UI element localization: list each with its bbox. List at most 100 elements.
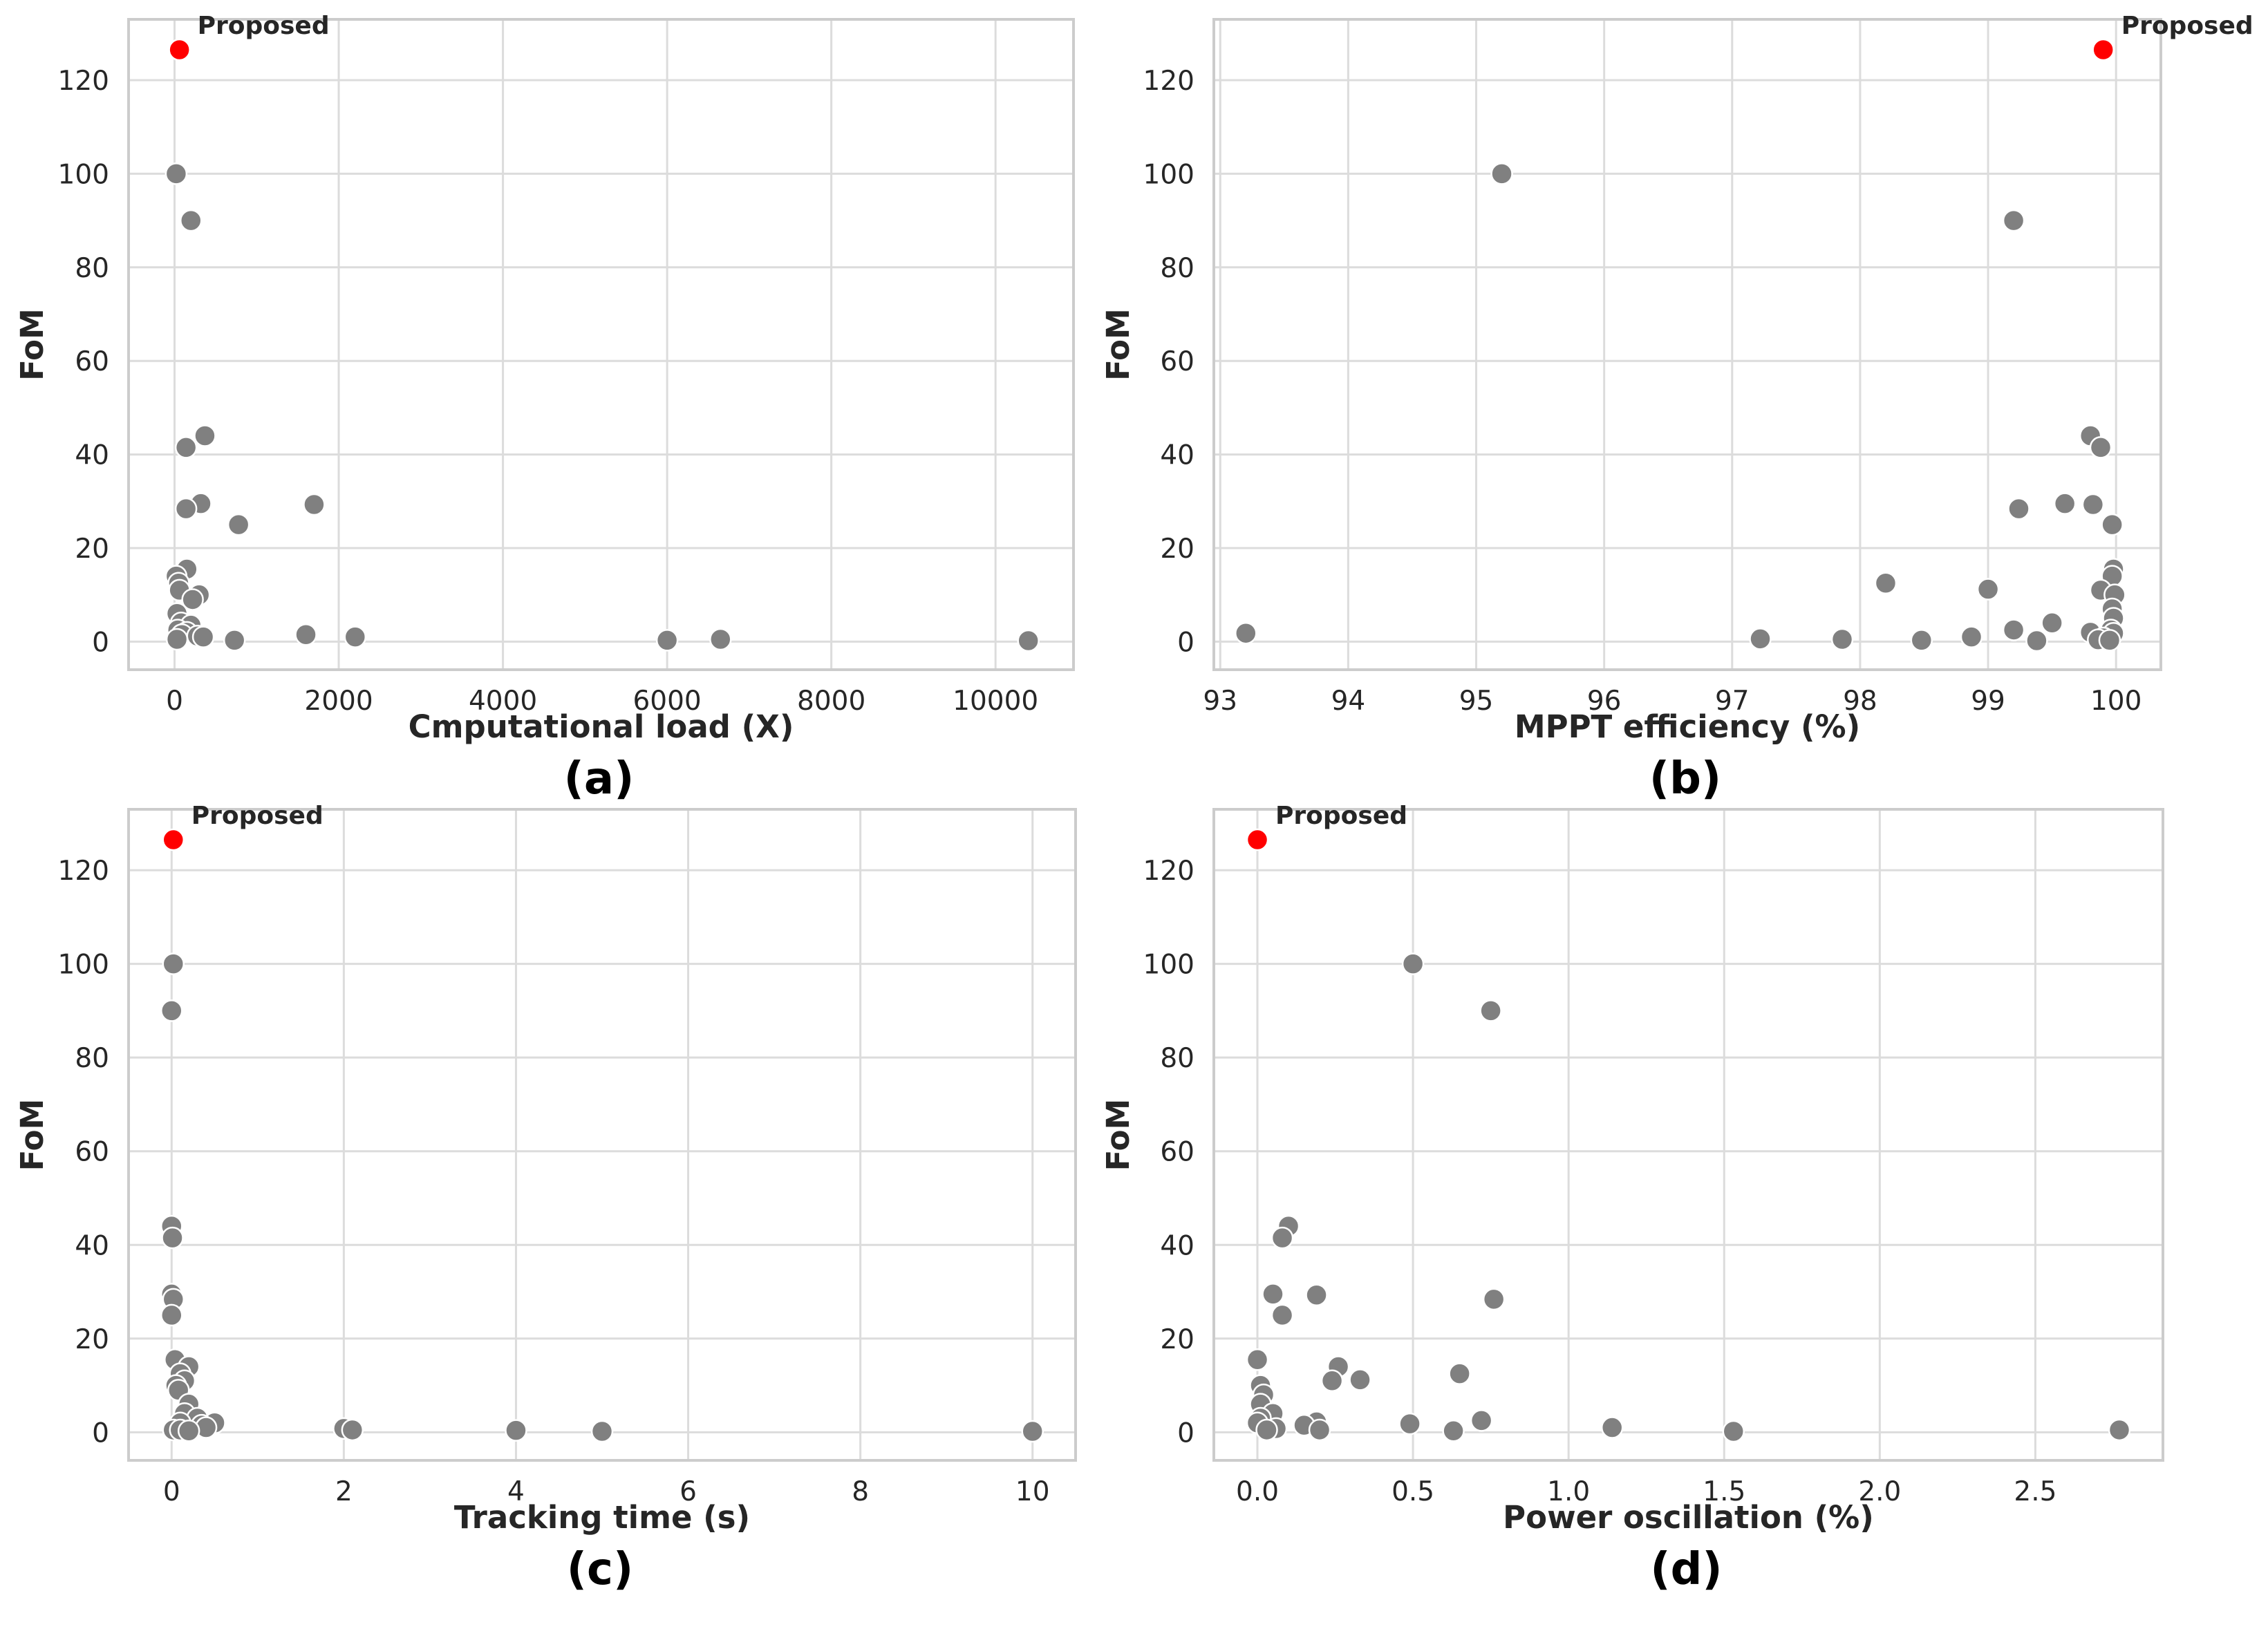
x-tick-label: 2.5	[2014, 1476, 2056, 1507]
x-tick-label: 93	[1203, 686, 1237, 717]
data-point	[1490, 162, 1513, 185]
data-point	[303, 493, 326, 516]
data-point	[1021, 1420, 1044, 1443]
y-tick-label: 20	[1160, 534, 1194, 565]
y-axis-label: FoM	[1100, 308, 1136, 381]
proposed-annotation: Proposed	[198, 12, 330, 40]
y-tick-label: 60	[75, 1137, 109, 1168]
plot-area	[127, 808, 1077, 1462]
plot-area	[1212, 808, 2164, 1462]
x-tick-label: 2000	[304, 686, 373, 717]
panel-label: (c)	[567, 1544, 633, 1595]
data-point	[191, 625, 215, 648]
x-tick-label: 8000	[797, 686, 865, 717]
data-point	[2041, 612, 2063, 634]
data-point	[344, 625, 367, 648]
x-axis-label: Cmputational load (X)	[409, 708, 794, 745]
y-tick-label: 80	[1160, 1043, 1194, 1074]
y-tick-label: 60	[75, 346, 109, 377]
data-point	[160, 999, 183, 1022]
data-point	[223, 629, 246, 652]
data-point	[1722, 1420, 1745, 1443]
plot-area	[127, 18, 1075, 671]
x-tick-label: 100	[2090, 686, 2142, 717]
y-tick-label: 0	[92, 627, 109, 658]
data-point	[1874, 572, 1897, 595]
data-point	[1976, 578, 2000, 601]
y-tick-label: 40	[75, 1230, 109, 1261]
data-point	[161, 1226, 184, 1250]
y-tick-label: 20	[75, 534, 109, 565]
data-point	[1470, 1409, 1493, 1432]
data-point	[1349, 1368, 1371, 1391]
x-axis-label: MPPT efficiency (%)	[1515, 708, 1860, 745]
plot-area	[1212, 18, 2162, 671]
data-point	[165, 162, 188, 185]
data-point	[1830, 628, 1854, 651]
x-tick-label: 2	[335, 1476, 353, 1507]
proposed-annotation: Proposed	[2121, 12, 2253, 40]
data-point	[1600, 1416, 1624, 1439]
data-point	[1442, 1420, 1465, 1442]
x-tick-label: 1.0	[1547, 1476, 1590, 1507]
data-point	[2025, 629, 2048, 652]
y-axis-label: FoM	[1100, 1099, 1136, 1171]
x-tick-label: 6	[680, 1476, 697, 1507]
x-axis-label: Tracking time (s)	[454, 1499, 750, 1536]
y-tick-label: 80	[75, 253, 109, 284]
data-point	[1271, 1303, 1294, 1327]
y-tick-label: 100	[58, 950, 109, 981]
proposed-point	[1246, 828, 1269, 851]
proposed-point	[162, 828, 185, 851]
y-tick-label: 40	[1160, 440, 1194, 471]
y-tick-label: 80	[1160, 253, 1194, 284]
plot-border	[127, 18, 1075, 671]
data-point	[709, 628, 732, 651]
x-tick-label: 96	[1587, 686, 1622, 717]
data-point	[1401, 952, 1425, 975]
y-tick-label: 60	[1160, 346, 1194, 377]
proposed-point	[2092, 38, 2115, 62]
x-axis-label: Power oscillation (%)	[1503, 1499, 1874, 1536]
y-tick-label: 60	[1160, 1137, 1194, 1168]
data-point	[294, 623, 317, 646]
data-point	[2108, 1418, 2131, 1442]
y-tick-label: 20	[75, 1324, 109, 1355]
x-tick-label: 10000	[953, 686, 1038, 717]
x-tick-label: 97	[1715, 686, 1750, 717]
x-tick-label: 10	[1015, 1476, 1050, 1507]
x-tick-label: 98	[1843, 686, 1877, 717]
y-tick-label: 0	[1177, 627, 1194, 658]
data-point	[2098, 629, 2121, 652]
data-point	[1448, 1362, 1471, 1385]
x-tick-label: 1.5	[1703, 1476, 1745, 1507]
x-tick-label: 0	[163, 1476, 180, 1507]
x-tick-label: 99	[1971, 686, 2005, 717]
y-tick-label: 80	[75, 1043, 109, 1074]
data-point	[2053, 492, 2077, 515]
data-point	[2089, 436, 2112, 459]
x-tick-label: 0.0	[1236, 1476, 1279, 1507]
data-point	[505, 1419, 527, 1442]
data-point	[194, 424, 216, 447]
y-tick-label: 100	[58, 159, 109, 190]
proposed-annotation: Proposed	[191, 802, 324, 830]
y-tick-label: 40	[1160, 1230, 1194, 1261]
panel-label: (a)	[564, 753, 635, 804]
plot-border	[1212, 18, 2162, 671]
x-tick-label: 6000	[632, 686, 701, 717]
proposed-annotation: Proposed	[1275, 802, 1407, 830]
y-tick-label: 0	[1177, 1418, 1194, 1449]
plot-border	[127, 808, 1077, 1462]
data-point	[1960, 625, 1983, 648]
data-point	[2007, 497, 2030, 520]
data-point	[1749, 628, 1772, 650]
data-point	[177, 1420, 200, 1442]
y-axis-label: FoM	[14, 1099, 50, 1171]
y-tick-label: 40	[75, 440, 109, 471]
data-point	[180, 209, 203, 232]
data-point	[227, 513, 250, 536]
data-point	[2101, 513, 2124, 536]
data-point	[174, 497, 198, 520]
